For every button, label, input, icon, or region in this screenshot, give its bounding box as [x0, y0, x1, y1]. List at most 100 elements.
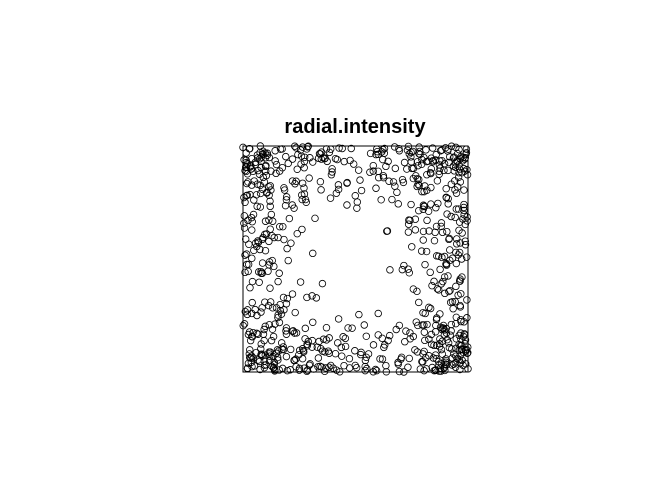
data-point [276, 306, 285, 315]
data-point [460, 206, 468, 215]
data-point [434, 199, 442, 208]
data-point [298, 354, 307, 363]
data-point [313, 343, 321, 351]
data-point [378, 334, 386, 343]
data-point [454, 205, 463, 213]
data-point [440, 363, 449, 371]
data-point [364, 350, 373, 358]
data-point [255, 278, 263, 286]
data-point [399, 178, 408, 187]
data-point [257, 157, 265, 166]
data-point [265, 216, 273, 224]
data-point [353, 204, 361, 212]
data-point [311, 214, 319, 223]
data-point [252, 348, 260, 357]
data-point [458, 168, 466, 177]
data-point [282, 152, 290, 161]
data-point [280, 306, 288, 314]
data-point [450, 350, 458, 358]
data-point [326, 194, 335, 202]
data-point [426, 168, 435, 177]
data-point [451, 163, 460, 171]
data-point [335, 144, 343, 152]
data-point [418, 321, 427, 329]
data-point [300, 184, 308, 192]
data-point [427, 200, 435, 208]
data-point [250, 196, 258, 204]
data-point [265, 191, 273, 199]
data-point [308, 292, 316, 300]
data-point [413, 287, 421, 296]
data-point [425, 303, 433, 312]
data-point [246, 353, 254, 362]
data-point [343, 201, 351, 209]
data-point [261, 246, 270, 255]
data-point [438, 350, 447, 358]
data-point [444, 194, 452, 203]
data-point [442, 361, 451, 369]
data-point [258, 352, 266, 360]
data-point [283, 244, 291, 253]
data-point [408, 164, 416, 173]
data-point [407, 200, 415, 209]
data-point [323, 157, 331, 166]
data-point [278, 339, 286, 347]
data-point [255, 268, 263, 276]
data-point [453, 183, 462, 191]
data-point [298, 179, 307, 187]
data-point [419, 358, 427, 366]
data-point [266, 197, 274, 205]
data-point [291, 308, 299, 317]
data-point [423, 170, 431, 179]
data-point [291, 142, 299, 150]
data-point [316, 178, 325, 186]
data-point [460, 318, 468, 326]
data-point [458, 255, 466, 263]
data-point [317, 186, 325, 194]
data-point [391, 182, 399, 190]
data-point [251, 305, 259, 314]
data-point [432, 222, 441, 231]
data-point [241, 235, 250, 243]
data-point [374, 309, 382, 318]
data-point [255, 170, 264, 178]
data-point [257, 345, 265, 353]
data-point [439, 277, 447, 286]
data-point [439, 324, 447, 332]
data-point [287, 239, 295, 247]
data-point [419, 201, 428, 209]
data-point [408, 243, 416, 251]
data-point [360, 321, 368, 329]
data-point [447, 212, 455, 221]
data-point [446, 331, 454, 339]
data-point [460, 186, 468, 194]
data-point [319, 335, 328, 343]
data-point [460, 203, 468, 212]
data-point [390, 143, 399, 151]
data-point [404, 142, 413, 151]
data-point [383, 227, 391, 235]
data-point [460, 210, 468, 219]
data-point [372, 184, 380, 192]
data-point [455, 340, 463, 349]
data-point [464, 349, 472, 357]
data-point [419, 205, 427, 213]
data-point [421, 336, 429, 345]
data-point [415, 175, 423, 184]
data-point [290, 329, 299, 337]
data-point [429, 354, 438, 362]
data-point [420, 187, 428, 196]
data-point [295, 351, 303, 359]
data-point [452, 282, 460, 291]
data-point [382, 162, 390, 171]
data-point [361, 366, 369, 375]
data-point [372, 366, 381, 375]
data-point [249, 328, 257, 337]
data-point [265, 321, 274, 329]
data-point [412, 318, 420, 326]
data-point [282, 193, 291, 201]
data-point [283, 294, 292, 303]
data-point [438, 228, 447, 237]
data-point [325, 334, 333, 342]
data-point [389, 178, 398, 186]
